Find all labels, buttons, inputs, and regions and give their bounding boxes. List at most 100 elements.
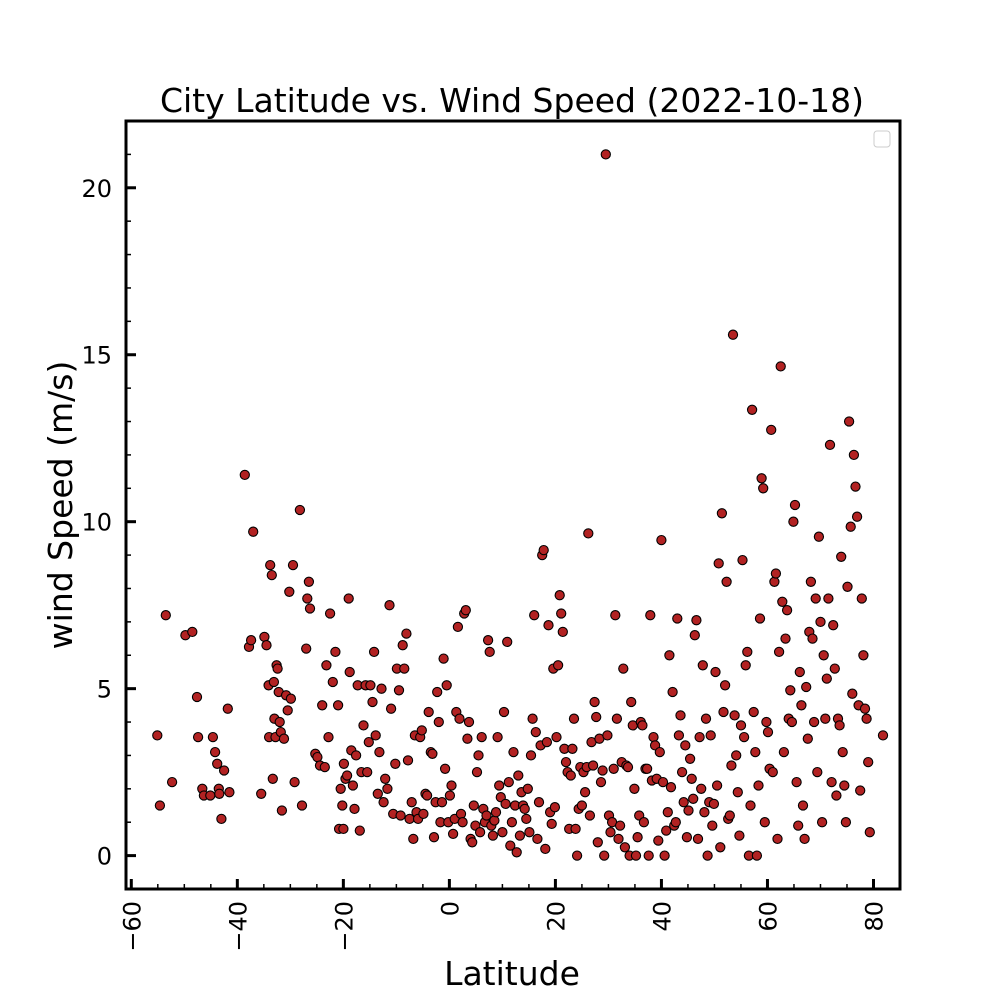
scatter-point xyxy=(192,731,204,743)
scatter-point xyxy=(816,817,828,828)
scatter-point xyxy=(543,620,554,631)
scatter-point xyxy=(707,820,718,831)
scatter-point xyxy=(702,850,713,861)
scatter-point xyxy=(267,773,278,784)
scatter-point xyxy=(780,633,791,644)
scatter-point xyxy=(584,810,596,821)
scatter-point xyxy=(327,676,338,688)
scatter-point xyxy=(446,780,457,791)
scatter-point xyxy=(245,635,257,646)
y-tick-label: 5 xyxy=(97,676,112,704)
scatter-point xyxy=(818,650,829,661)
scatter-point xyxy=(284,586,295,597)
scatter-point xyxy=(380,773,391,784)
scatter-point xyxy=(556,608,567,619)
scatter-point xyxy=(384,600,395,611)
scatter-point xyxy=(522,783,533,794)
scatter-point xyxy=(416,725,427,736)
scatter-point xyxy=(212,758,223,769)
scatter-point xyxy=(216,813,227,825)
scatter-point xyxy=(471,766,483,778)
scatter-point xyxy=(259,631,270,643)
scatter-point xyxy=(502,636,513,648)
scatter-point xyxy=(851,511,863,522)
scatter-point xyxy=(808,716,820,728)
scatter-point xyxy=(587,760,599,771)
scatter-point xyxy=(672,613,683,624)
scatter-point xyxy=(684,753,696,764)
scatter-point xyxy=(751,850,763,861)
scatter-point xyxy=(317,700,328,711)
scatter-point xyxy=(490,807,502,818)
scatter-point xyxy=(608,763,619,774)
scatter-point xyxy=(754,613,766,624)
scatter-point xyxy=(503,776,514,788)
scatter-point xyxy=(715,842,726,853)
scatter-point xyxy=(729,710,740,721)
scatter-point xyxy=(724,810,735,821)
scatter-point xyxy=(441,680,452,691)
scatter-point xyxy=(773,646,785,658)
scatter-point xyxy=(696,783,707,794)
scatter-point xyxy=(341,770,353,781)
scatter-point xyxy=(643,850,654,861)
scatter-point xyxy=(393,685,405,696)
scatter-point xyxy=(592,837,603,848)
scatter-point xyxy=(524,827,535,838)
scatter-point xyxy=(653,835,664,846)
legend-box xyxy=(873,130,891,148)
scatter-point xyxy=(758,483,769,494)
scatter-point xyxy=(689,630,700,641)
scatter-point xyxy=(791,776,802,788)
scatter-point xyxy=(546,818,557,830)
scatter-point xyxy=(427,748,438,759)
scatter-point xyxy=(530,726,541,738)
scatter-point xyxy=(362,766,373,778)
scatter-point xyxy=(436,797,448,808)
scatter-point xyxy=(408,833,419,845)
scatter-point xyxy=(661,825,672,836)
scatter-point xyxy=(727,329,739,340)
chart-title: City Latitude vs. Wind Speed (2022-10-18… xyxy=(160,81,864,120)
scatter-point xyxy=(335,783,346,794)
scatter-point xyxy=(662,807,673,818)
x-axis-label: Latitude xyxy=(444,954,580,993)
scatter-point xyxy=(753,780,764,791)
scatter-point xyxy=(781,605,793,616)
scatter-point xyxy=(732,787,743,798)
scatter-point xyxy=(152,730,163,741)
scatter-point xyxy=(338,758,350,769)
scatter-point xyxy=(576,800,588,811)
x-tick-label: 40 xyxy=(648,901,676,932)
scatter-point xyxy=(680,740,691,751)
scatter-point xyxy=(402,755,414,766)
scatter-point xyxy=(207,731,219,743)
scatter-point xyxy=(301,643,312,654)
scatter-point xyxy=(683,805,694,816)
scatter-point xyxy=(363,736,374,748)
scatter-point xyxy=(839,780,850,791)
scatter-point xyxy=(766,424,777,436)
x-tick-label: 20 xyxy=(542,901,570,932)
scatter-point xyxy=(506,817,518,828)
scatter-point xyxy=(324,608,336,619)
scatter-point xyxy=(205,790,216,801)
scatter-point xyxy=(794,666,805,678)
scatter-point xyxy=(824,439,836,451)
scatter-point xyxy=(481,810,492,821)
scatter-point xyxy=(826,776,837,788)
scatter-point xyxy=(278,733,290,744)
scatter-point xyxy=(500,798,511,810)
scatter-point xyxy=(834,720,845,731)
scatter-point xyxy=(797,800,809,811)
scatter-point xyxy=(656,534,667,546)
scatter-point xyxy=(349,803,360,815)
scatter-point xyxy=(385,703,397,714)
scatter-point xyxy=(296,800,308,811)
scatter-point xyxy=(711,780,723,791)
scatter-point xyxy=(788,516,799,527)
scatter-point xyxy=(557,626,568,638)
scatter-point xyxy=(376,683,387,694)
scatter-point xyxy=(554,590,565,601)
scatter-point xyxy=(667,686,678,698)
